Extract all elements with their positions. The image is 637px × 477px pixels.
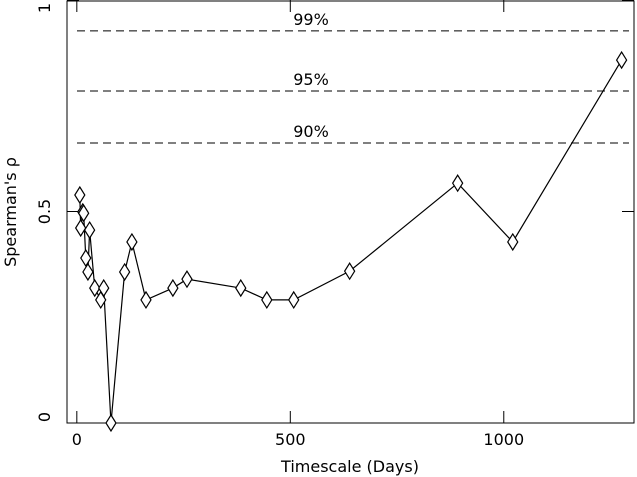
diamond-marker (451, 174, 464, 193)
diamond-marker (181, 270, 193, 289)
y-tick-label: 0 (35, 412, 54, 422)
y-axis-label: Spearman's ρ (1, 157, 20, 267)
x-axis-label: Timescale (Days) (280, 457, 419, 476)
y-tick-label: 0.5 (35, 199, 54, 224)
diamond-marker (118, 262, 131, 282)
diamond-marker (74, 218, 87, 238)
diamond-marker (83, 220, 96, 240)
diamond-marker (140, 290, 152, 310)
reference-label: 99% (293, 10, 329, 29)
diamond-marker (80, 248, 92, 268)
diamond-marker (343, 262, 356, 281)
reference-label: 95% (293, 70, 329, 89)
data-line (79, 59, 623, 424)
diamond-marker (77, 204, 90, 223)
diamond-marker (261, 290, 273, 310)
diamond-marker (288, 290, 300, 310)
diamond-marker (126, 232, 138, 252)
reference-label: 90% (293, 122, 329, 141)
x-tick-label: 0 (72, 430, 82, 449)
diamond-marker (74, 185, 86, 205)
plot-frame (66, 0, 635, 424)
y-tick-label: 1 (35, 3, 54, 13)
diamond-marker (89, 278, 101, 298)
diamond-marker (615, 50, 628, 70)
diamond-marker (235, 278, 247, 298)
diamond-marker (507, 232, 519, 252)
x-tick-label: 1000 (483, 430, 524, 449)
diamond-marker (82, 262, 94, 282)
diamond-marker (167, 278, 179, 298)
x-tick-label: 500 (275, 430, 306, 449)
diamond-marker (98, 278, 110, 298)
diamond-marker (105, 413, 117, 433)
